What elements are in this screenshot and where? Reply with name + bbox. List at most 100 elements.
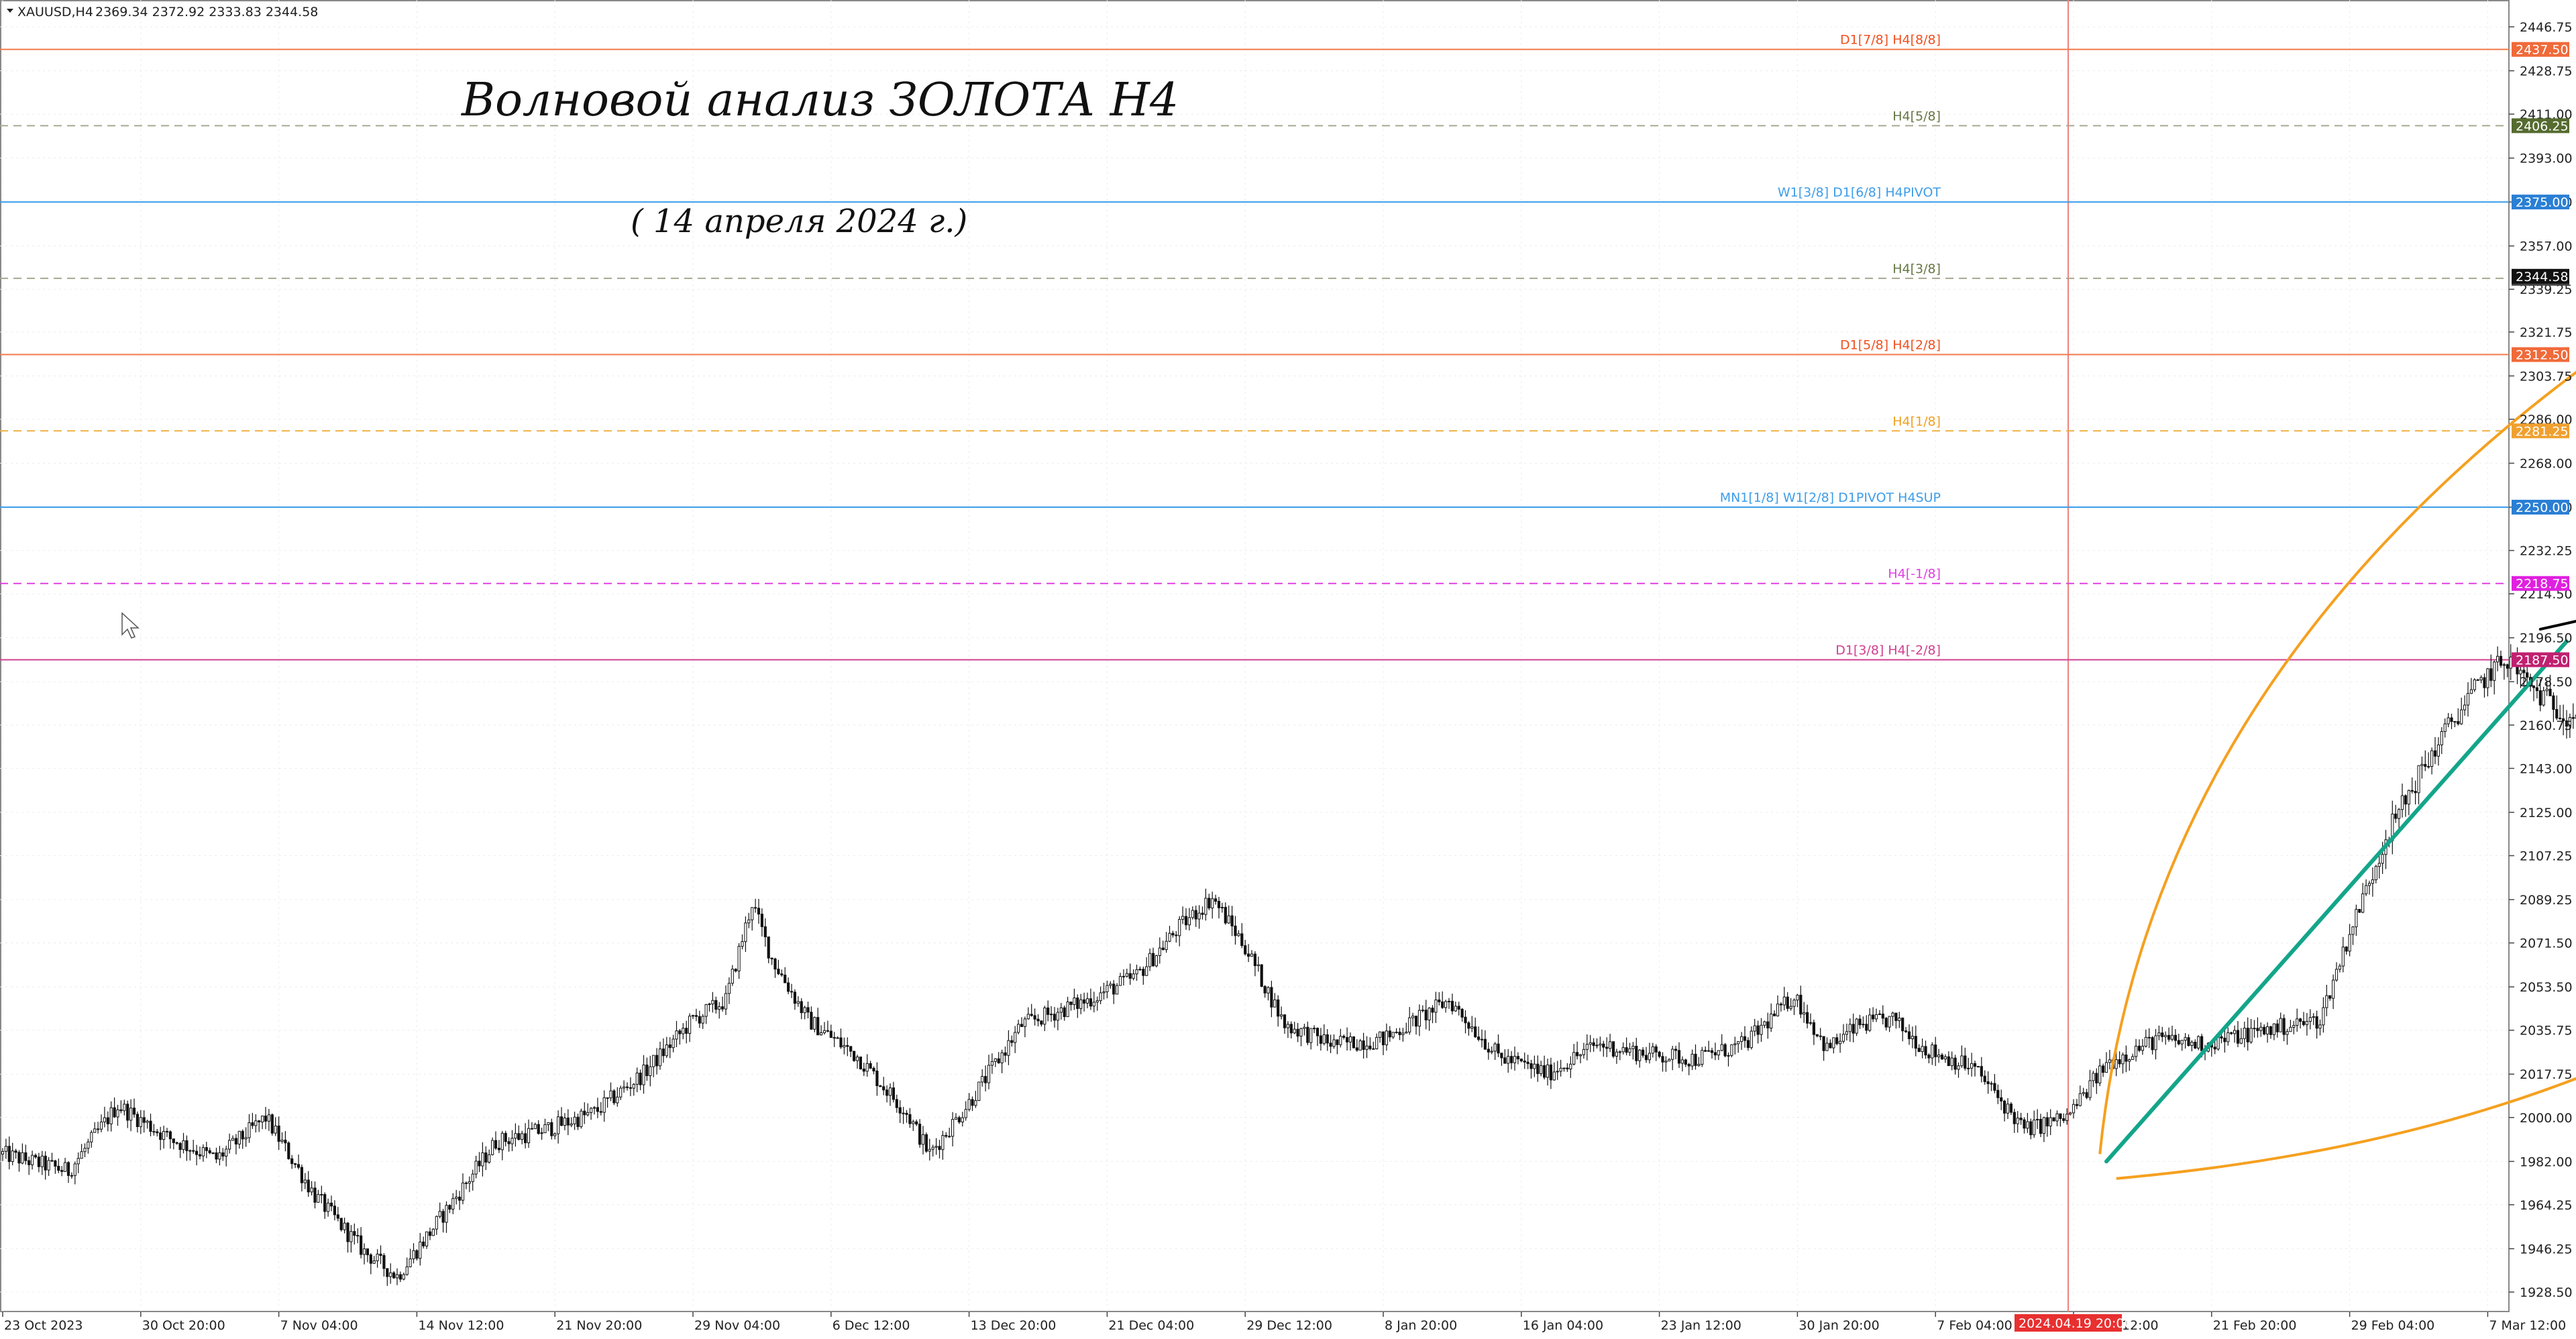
candle-body (317, 1194, 320, 1203)
candle-body (711, 1000, 714, 1005)
candle-body (2571, 716, 2575, 719)
candle-body (1980, 1066, 1983, 1077)
candle-body (704, 1004, 708, 1017)
candle-body (1931, 1045, 1934, 1059)
candle-body (1664, 1061, 1668, 1063)
time-axis[interactable]: 23 Oct 2023 30 Oct 20:00 7 Nov 04:00 14 Nov… (2, 1311, 2576, 1333)
candle-body (478, 1161, 481, 1167)
candle-body (1214, 898, 1218, 902)
level-label: D1[3/8] H4[-2/8] (1835, 643, 1941, 657)
candle-body (682, 1028, 685, 1034)
last-price-badge (2512, 268, 2569, 284)
candle-body (1414, 1016, 1418, 1027)
candle-body (1796, 994, 1799, 1001)
candle-body (1352, 1036, 1356, 1049)
candle-body (1615, 1051, 1619, 1057)
candle-body (822, 1030, 826, 1033)
candle-body (185, 1140, 189, 1151)
candle-body (329, 1202, 333, 1207)
candle-body (2104, 1062, 2108, 1073)
candle-body (2328, 995, 2332, 999)
candle-body (2275, 1023, 2279, 1032)
candle-body (172, 1138, 175, 1143)
candle-body (1730, 1044, 1733, 1056)
candle-body (557, 1116, 560, 1134)
time-tick-label: 7 Nov 04:00 (280, 1318, 358, 1333)
candle-body (853, 1051, 856, 1061)
candle-body (60, 1170, 64, 1172)
candle-body (2039, 1118, 2043, 1134)
candle-body (2355, 908, 2358, 928)
candle-body (491, 1140, 494, 1155)
candle-body (2125, 1054, 2128, 1062)
candle-body (17, 1152, 21, 1164)
candle-body (234, 1138, 237, 1144)
candle-body (1132, 973, 1135, 979)
level-price-badge-label: 2406.25 (2516, 119, 2569, 133)
candle-body (343, 1222, 346, 1230)
candle-body (2457, 720, 2460, 725)
candle-body (57, 1165, 60, 1171)
candle-body (760, 914, 764, 927)
candle-body (1263, 985, 1267, 994)
candle-body (1546, 1064, 1550, 1078)
candle-body (1063, 1007, 1066, 1018)
candle-body (64, 1162, 67, 1172)
candle-body (21, 1152, 24, 1164)
candle-body (458, 1196, 462, 1201)
candle-body (1737, 1041, 1740, 1045)
candle-body (875, 1071, 879, 1086)
candle-body (2095, 1073, 2098, 1083)
candle-body (1717, 1050, 1720, 1056)
candle-body (1684, 1059, 1687, 1065)
candle-body (938, 1146, 941, 1150)
candle-body (2230, 1032, 2233, 1034)
price-axis[interactable]: 2446.752428.752411.002393.002375.002357.… (2509, 20, 2573, 1300)
candle-body (915, 1121, 918, 1125)
candle-body (902, 1112, 905, 1114)
candle-body (1208, 898, 1211, 909)
candle-body (1851, 1024, 1855, 1034)
candle-body (419, 1241, 422, 1259)
candle-body (1743, 1036, 1747, 1041)
candle-body (2141, 1046, 2145, 1051)
candle-body (951, 1119, 955, 1137)
candle-body (156, 1131, 159, 1134)
candle-body (1803, 1012, 1806, 1015)
candle-body (1964, 1055, 1967, 1069)
candle-body (1618, 1051, 1621, 1053)
candle-body (1211, 898, 1214, 909)
candle-body (2453, 720, 2457, 722)
candle-body (109, 1107, 113, 1124)
candle-body (2065, 1114, 2069, 1121)
candle-body (1148, 953, 1152, 967)
candle-body (2006, 1104, 2010, 1114)
candle-body (1464, 1016, 1467, 1024)
candle-body (1253, 953, 1257, 967)
candle-body (1109, 983, 1112, 986)
candle-body (784, 974, 787, 983)
candle-body (182, 1140, 185, 1150)
candle-body (602, 1097, 606, 1113)
candle-body (2460, 709, 2463, 725)
candle-body (2562, 718, 2565, 721)
candle-body (1671, 1049, 1674, 1060)
candle-body (527, 1128, 531, 1144)
candle-body (2154, 1035, 2157, 1051)
level-label: D1[5/8] H4[2/8] (1840, 338, 1941, 353)
candle-body (14, 1150, 17, 1153)
candle-body (1947, 1056, 1950, 1067)
time-tick-label: 30 Jan 20:00 (1799, 1318, 1879, 1333)
candle-body (175, 1142, 178, 1144)
candle-body (1095, 1000, 1099, 1003)
candle-body (2170, 1034, 2174, 1040)
candle-body (997, 1058, 1000, 1063)
candle-body (1240, 933, 1244, 947)
dropdown-triangle-icon[interactable] (7, 9, 13, 13)
candle-body (961, 1117, 964, 1123)
candle-body (1621, 1047, 1625, 1053)
candle-body (2078, 1093, 2082, 1106)
candle-body (2381, 854, 2384, 864)
candle-body (1332, 1039, 1336, 1047)
